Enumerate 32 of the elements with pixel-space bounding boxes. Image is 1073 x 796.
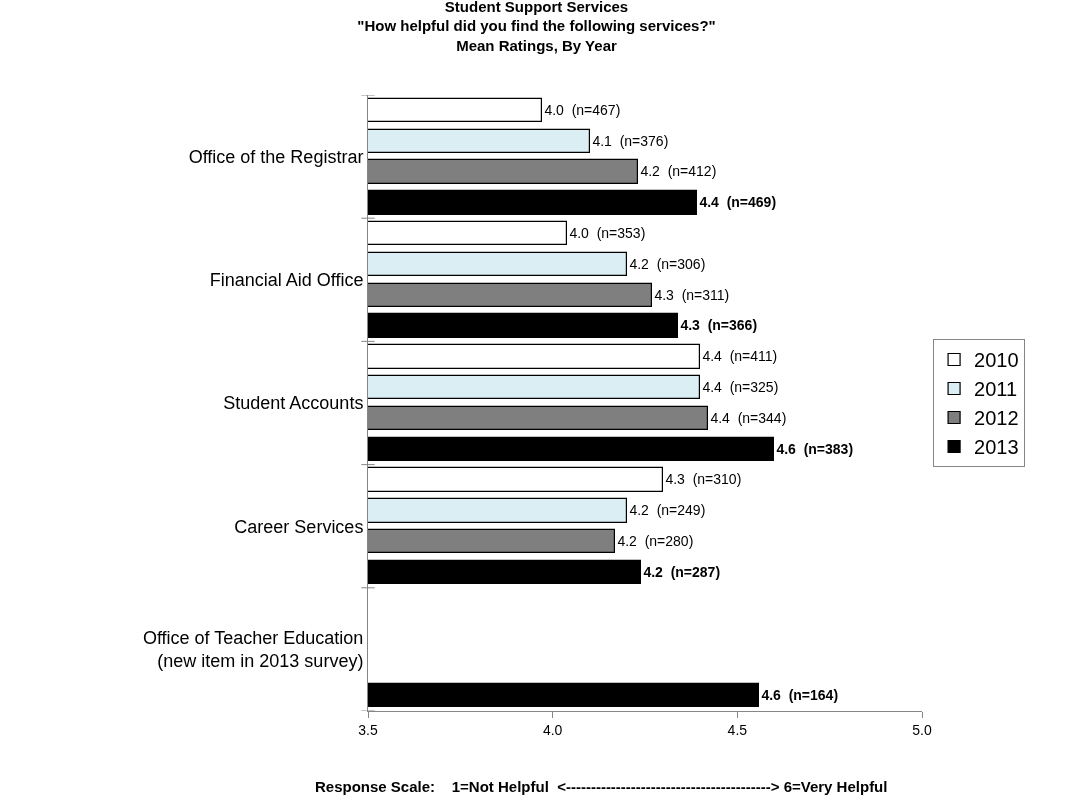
data-label: 4.0 (n=467) (544, 101, 621, 118)
y-tick-label: Career Services (234, 516, 364, 537)
text: 3.5 (358, 721, 378, 738)
y-tick-label: Office of Teacher Education (new item in 2013 survey) (142, 628, 364, 672)
data-label: 4.4 (n=344) (710, 409, 787, 426)
chart-title: Student Support Services "How helpful did you find the following services?" Mean Ratings, By Year (357, 0, 716, 54)
text: 4.0 (542, 721, 563, 738)
data-label: 4.3 (n=311) (654, 286, 730, 303)
data-label: 4.3 (n=310) (665, 471, 742, 488)
y-tick-label: Office of the Registrar (188, 146, 364, 167)
data-label: 4.2 (n=306) (629, 255, 706, 272)
text: 5.0 (912, 721, 932, 738)
legend-label: 2012 (974, 407, 1019, 430)
data-label: 4.0 (n=353) (569, 224, 646, 241)
data-label: 4.4 (n=325) (702, 378, 779, 395)
data-label: 4.6 (n=164) (761, 686, 839, 703)
data-label: 4.2 (n=249) (629, 502, 706, 519)
data-label: 4.2 (n=412) (640, 163, 717, 180)
data-label: 4.4 (n=469) (699, 194, 777, 211)
legend-label: 2010 (974, 349, 1019, 372)
text: Response Scale: 1=Not Helpful <-----------------------------------------> 6=Very Helpful (315, 778, 888, 795)
legend-label: 2013 (974, 436, 1019, 459)
text: 4.5 (727, 721, 748, 738)
y-tick-label: Financial Aid Office (209, 270, 364, 291)
data-label: 4.1 (n=376) (592, 132, 669, 149)
y-tick-label: Student Accounts (223, 393, 364, 414)
data-label: 4.4 (n=411) (702, 348, 778, 365)
data-label: 4.2 (n=280) (617, 532, 694, 549)
data-label: 4.6 (n=383) (776, 440, 854, 457)
data-label: 4.3 (n=366) (680, 317, 758, 334)
legend-label: 2011 (974, 378, 1018, 401)
data-label: 4.2 (n=287) (643, 563, 721, 580)
